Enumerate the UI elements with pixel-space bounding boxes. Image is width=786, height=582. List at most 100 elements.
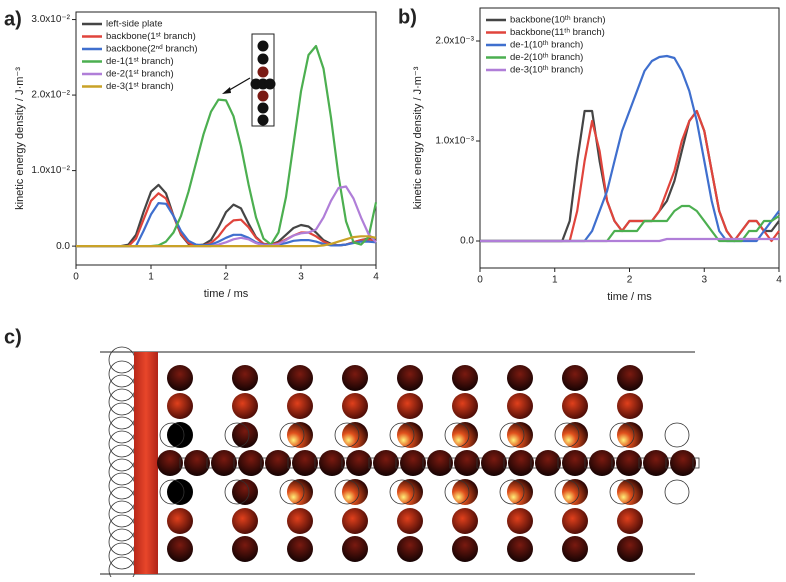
particle: [167, 508, 193, 534]
plate-particle: [108, 542, 136, 570]
x-tick-label: 2: [627, 275, 633, 286]
particle-outline: [664, 422, 690, 448]
x-tick-label: 0: [477, 275, 483, 286]
particle: [507, 536, 533, 562]
plate-particle: [108, 402, 136, 430]
backbone-particle: [238, 450, 264, 476]
particle-outline: [224, 422, 250, 448]
particle: [452, 393, 478, 419]
backbone-particle: [211, 450, 237, 476]
particle: [232, 536, 258, 562]
x-axis-label: time / ms: [607, 291, 652, 303]
data-line: [76, 202, 377, 248]
plate-particle: [108, 430, 136, 458]
legend-label: backbone(10ᵗʰ branch): [510, 15, 606, 26]
particle: [342, 479, 368, 505]
particle: [342, 536, 368, 562]
plate-column: [134, 352, 158, 574]
x-tick-label: 3: [701, 275, 707, 286]
plate-particle: [108, 500, 136, 528]
particle-outline: [159, 479, 185, 505]
particle-outline: [499, 479, 525, 505]
x-tick-label: 0: [73, 272, 79, 283]
particle-outline: [389, 422, 415, 448]
x-tick-label: 3: [298, 272, 304, 283]
particle: [397, 536, 423, 562]
particle: [617, 508, 643, 534]
particle: [562, 508, 588, 534]
plate-particle: [108, 388, 136, 416]
y-tick-label: 1.0x10⁻²: [31, 165, 70, 176]
plate-particle: [108, 416, 136, 444]
backbone-particle: [265, 450, 291, 476]
plate-particle: [108, 486, 136, 514]
particle: [562, 422, 588, 448]
x-tick-label: 1: [552, 275, 558, 286]
particle: [617, 365, 643, 391]
data-line: [480, 54, 780, 243]
particle: [452, 422, 478, 448]
y-axis-label: kinetic energy density / J·m⁻³: [412, 66, 424, 209]
y-tick-label: 2.0x10⁻²: [31, 90, 70, 101]
plate-particle: [108, 528, 136, 556]
particle: [232, 422, 258, 448]
backbone-particle: [535, 450, 561, 476]
particle-outline: [334, 479, 360, 505]
panel-label: b): [398, 6, 417, 28]
particle: [507, 422, 533, 448]
particle: [562, 536, 588, 562]
plate-particle: [108, 360, 136, 388]
particle: [452, 479, 478, 505]
particle: [342, 365, 368, 391]
y-tick-label: 2.0x10⁻³: [435, 36, 474, 47]
backbone-particle: [292, 450, 318, 476]
panel-label: a): [4, 8, 22, 30]
particle: [397, 393, 423, 419]
y-tick-label: 0.0: [460, 236, 474, 247]
legend-label: backbone(2ⁿᵈ branch): [106, 44, 198, 55]
backbone-particle: [319, 450, 345, 476]
backbone-particle: [184, 450, 210, 476]
data-line: [480, 237, 779, 243]
x-tick-label: 1: [148, 272, 154, 283]
particle: [452, 508, 478, 534]
particle: [287, 422, 313, 448]
plate-particle: [108, 374, 136, 402]
backbone-particle: [643, 450, 669, 476]
y-tick-label: 0.0: [56, 241, 70, 252]
particle-outline: [609, 479, 635, 505]
particle: [562, 479, 588, 505]
particle-outline: [444, 422, 470, 448]
backbone-particle: [157, 450, 183, 476]
particle: [232, 479, 258, 505]
backbone-particle: [346, 450, 372, 476]
plate-particle: [108, 472, 136, 500]
particle: [232, 365, 258, 391]
particle: [287, 479, 313, 505]
particle: [232, 508, 258, 534]
plate-particle: [108, 346, 136, 374]
y-tick-label: 3.0x10⁻²: [31, 14, 70, 25]
data-line: [480, 204, 780, 243]
backbone-particle: [670, 450, 696, 476]
backbone-particle: [481, 450, 507, 476]
particle: [167, 479, 193, 505]
legend-label: backbone(11ᵗʰ branch): [510, 27, 605, 38]
legend-label: left-side plate: [106, 19, 163, 30]
particle: [617, 422, 643, 448]
legend-label: de-2(10ᵗʰ branch): [510, 52, 583, 63]
particle: [287, 393, 313, 419]
x-axis-label: time / ms: [204, 288, 249, 300]
particle: [617, 479, 643, 505]
particle: [397, 479, 423, 505]
backbone-particle: [616, 450, 642, 476]
panel-label: c): [4, 326, 22, 348]
particle-outline: [334, 422, 360, 448]
x-tick-label: 4: [373, 272, 379, 283]
particle: [342, 508, 368, 534]
backbone-link: [692, 457, 700, 469]
particle-outline: [499, 422, 525, 448]
legend-label: de-2(1ˢᵗ branch): [106, 69, 174, 80]
plate-particle: [108, 444, 136, 472]
